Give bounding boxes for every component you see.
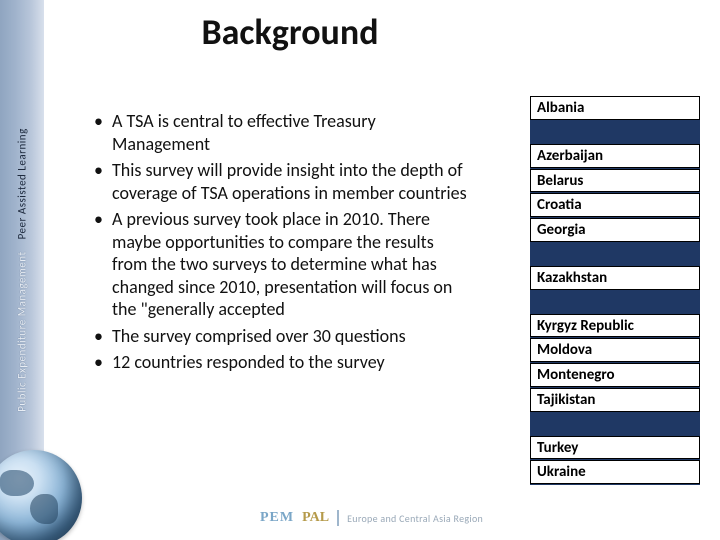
country-spacer: [530, 243, 700, 266]
country-cell: Belarus: [530, 169, 700, 193]
country-cell: Albania: [530, 96, 700, 120]
country-cell: Montenegro: [530, 363, 700, 387]
country-column: Albania Azerbaijan Belarus Croatia Georg…: [530, 96, 700, 485]
bullet-item: This survey will provide insight into th…: [90, 159, 470, 204]
country-cell: Moldova: [530, 338, 700, 362]
country-spacer: [530, 413, 700, 436]
country-cell: Georgia: [530, 218, 700, 242]
logo-divider: [337, 510, 339, 526]
country-cell: Kazakhstan: [530, 266, 700, 290]
bullet-item: 12 countries responded to the survey: [90, 351, 470, 374]
country-spacer: [530, 121, 700, 144]
country-cell: Croatia: [530, 193, 700, 217]
logo-region: Europe and Central Asia Region: [347, 512, 483, 525]
bullet-item: A previous survey took place in 2010. Th…: [90, 208, 470, 321]
country-cell: Azerbaijan: [530, 144, 700, 168]
bullet-item: The survey comprised over 30 questions: [90, 325, 470, 348]
country-cell: Turkey: [530, 436, 700, 460]
logo-pal: PAL: [302, 510, 329, 526]
footer-logo: PEM PAL Europe and Central Asia Region: [260, 506, 520, 530]
sidebar-line-2: Peer Assisted Learning: [16, 128, 29, 239]
globe-graphic: [0, 450, 82, 540]
country-cell: Kyrgyz Republic: [530, 314, 700, 338]
country-cell: Tajikistan: [530, 388, 700, 412]
page-title: Background: [60, 10, 520, 54]
country-spacer: [530, 291, 700, 314]
bullet-list: A TSA is central to effective Treasury M…: [90, 110, 470, 378]
bullet-item: A TSA is central to effective Treasury M…: [90, 110, 470, 155]
logo-pem: PEM: [260, 510, 294, 526]
sidebar-line-1: Public Expenditure Management: [16, 251, 29, 411]
country-cell: Ukraine: [530, 460, 700, 484]
